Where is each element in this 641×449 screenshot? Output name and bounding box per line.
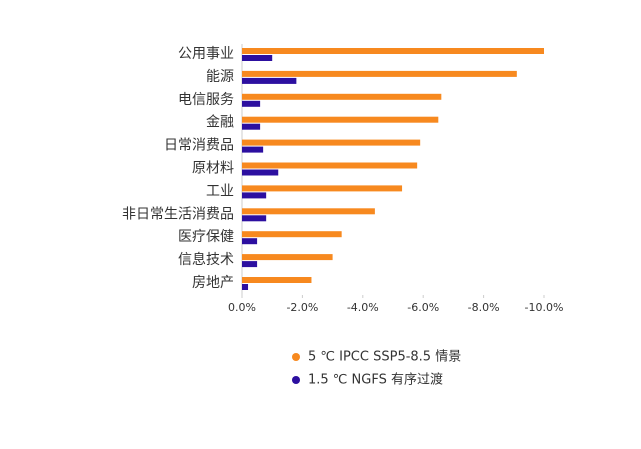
bar [242, 231, 342, 238]
y-tick-label: 日常消费品 [164, 138, 234, 154]
y-tick-label: 电信服务 [178, 92, 234, 108]
y-tick-label: 金融 [206, 115, 234, 131]
y-tick-label: 原材料 [192, 161, 234, 177]
bar [242, 284, 249, 290]
y-tick-label: 信息技术 [178, 251, 234, 268]
bar [242, 146, 264, 153]
bar [242, 162, 418, 169]
bar [242, 261, 258, 268]
y-tick-label: 能源 [206, 69, 234, 85]
bar [242, 277, 312, 283]
legend-marker [292, 353, 300, 361]
bar [242, 215, 267, 222]
y-tick-label: 公用事业 [178, 46, 234, 62]
bar [242, 192, 267, 199]
bar [242, 185, 403, 192]
x-tick-label: -6.0% [407, 301, 439, 314]
bar [242, 77, 297, 84]
y-tick-label: 非日常生活消费品 [122, 206, 234, 222]
bar [242, 55, 273, 61]
bar [242, 238, 258, 245]
bar [242, 254, 333, 261]
bar [242, 123, 261, 130]
x-tick-label: -10.0% [525, 301, 564, 314]
x-tick-label: -4.0% [347, 301, 379, 314]
x-tick-label: 0.0% [228, 301, 256, 314]
bar [242, 93, 442, 100]
bar [242, 139, 421, 146]
bar [242, 100, 261, 107]
bar [242, 116, 439, 123]
legend-label: 1.5 ℃ NGFS 有序过渡 [308, 372, 443, 388]
legend-marker [292, 376, 300, 384]
bar [242, 70, 517, 77]
bar [242, 208, 375, 215]
x-tick-label: -2.0% [286, 301, 318, 314]
y-tick-label: 医疗保健 [178, 229, 234, 245]
y-tick-label: 房地产 [192, 275, 234, 291]
bar [242, 169, 279, 176]
x-tick-label: -8.0% [468, 301, 500, 314]
legend-label: 5 ℃ IPCC SSP5-8.5 情景 [308, 350, 461, 365]
bar [242, 48, 544, 54]
y-tick-label: 工业 [206, 183, 234, 199]
